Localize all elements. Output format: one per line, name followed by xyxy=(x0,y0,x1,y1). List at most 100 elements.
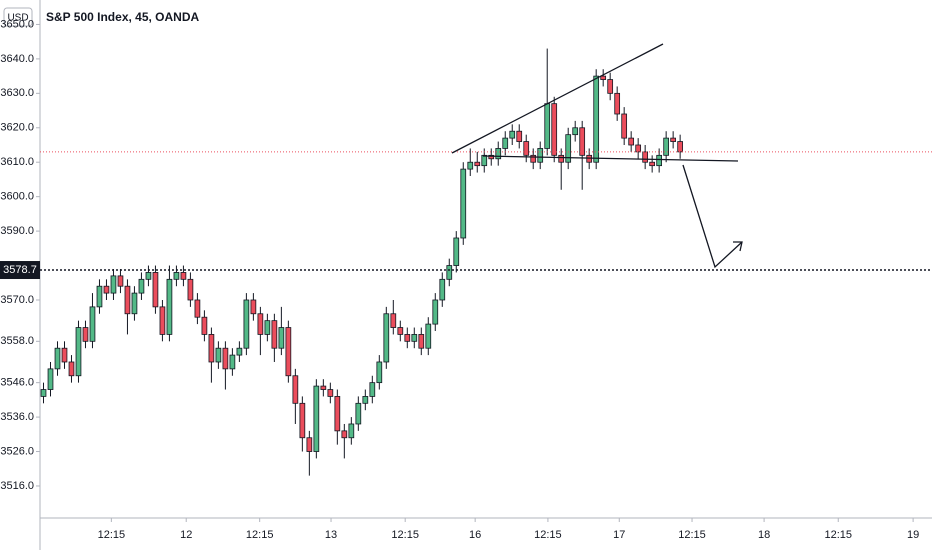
candle-body xyxy=(348,423,355,439)
candle-body xyxy=(530,154,537,163)
candle-body xyxy=(369,382,376,397)
y-tick-label: 3640.0 xyxy=(0,53,34,65)
candle-body xyxy=(593,75,600,163)
candle-body xyxy=(670,137,676,142)
candle-body xyxy=(446,265,453,280)
candle-body xyxy=(586,154,593,163)
candle-body xyxy=(649,161,656,167)
currency-label: USD xyxy=(7,13,28,24)
y-tick-label: 3590.0 xyxy=(0,225,34,237)
candle-body xyxy=(614,92,621,115)
candle-body xyxy=(327,389,334,397)
candle-body xyxy=(152,272,159,308)
support-line xyxy=(482,155,739,162)
candle-body xyxy=(313,385,320,452)
candle-body xyxy=(565,134,572,163)
drawings xyxy=(451,43,743,269)
candle-body xyxy=(453,237,460,266)
candle-body xyxy=(180,272,187,280)
candle-body xyxy=(320,385,327,390)
x-tick-label: 18 xyxy=(758,529,770,541)
trend-line xyxy=(451,43,664,154)
candle-body xyxy=(75,327,82,377)
candle-body xyxy=(229,354,236,370)
y-tick-label: 3620.0 xyxy=(0,122,34,134)
y-tick-label: 3570.0 xyxy=(0,294,34,306)
candle-body xyxy=(467,161,474,170)
candle-body xyxy=(621,113,628,139)
candle-body xyxy=(236,347,243,356)
candle-body xyxy=(411,334,418,342)
y-tick-label: 3536.0 xyxy=(0,411,34,423)
candle-body xyxy=(271,320,278,349)
candle-body xyxy=(103,285,110,294)
candle-body xyxy=(677,141,683,153)
candle-body xyxy=(334,396,341,432)
candle-body xyxy=(474,161,481,167)
candle-body xyxy=(40,389,47,397)
candle-body xyxy=(138,278,145,294)
candle-body xyxy=(460,168,467,239)
candle-body xyxy=(355,402,362,425)
candle-body xyxy=(558,154,565,163)
candle-body xyxy=(362,396,369,404)
candle-body xyxy=(187,278,194,301)
candle-body xyxy=(47,368,54,390)
candle-body xyxy=(61,347,68,363)
candle-body xyxy=(292,375,299,404)
candle-body xyxy=(544,103,551,149)
candle-body xyxy=(166,278,173,335)
candle-body xyxy=(607,79,614,94)
candle-body xyxy=(663,137,669,156)
candle-body xyxy=(418,334,425,349)
price-label-box xyxy=(0,261,40,280)
candle-body xyxy=(488,154,495,160)
y-tick-label: 3600.0 xyxy=(0,191,34,203)
candle-body xyxy=(495,148,502,160)
candle-body xyxy=(635,144,642,153)
candle-body xyxy=(68,361,75,377)
candle-body xyxy=(600,75,607,80)
arrow-head xyxy=(733,241,743,252)
candle-body xyxy=(502,137,509,149)
x-tick-label: 12:15 xyxy=(678,529,706,541)
candle-body xyxy=(376,361,383,384)
candle-body xyxy=(341,430,348,439)
x-tick-label: 12:15 xyxy=(824,529,852,541)
candle-body xyxy=(145,272,152,280)
x-tick-label: 12:15 xyxy=(246,529,274,541)
candle-body xyxy=(194,299,201,318)
candle-body xyxy=(117,275,124,287)
candle-body xyxy=(201,316,208,335)
candle-body xyxy=(173,272,180,280)
candle-body xyxy=(124,285,131,315)
candle-body xyxy=(404,334,411,342)
candle-body xyxy=(551,103,558,156)
x-tick-label: 12:15 xyxy=(98,529,126,541)
candle-body xyxy=(425,323,432,349)
projection-arrow xyxy=(682,164,743,269)
candle-body xyxy=(509,130,516,139)
candle-body xyxy=(642,151,649,163)
candle-body xyxy=(439,278,446,301)
candle-body xyxy=(96,285,103,308)
candle-body xyxy=(222,347,229,370)
x-tick-label: 12:15 xyxy=(534,529,562,541)
candle-body xyxy=(397,327,404,335)
currency-box xyxy=(3,7,33,27)
y-tick-label: 3526.0 xyxy=(0,445,34,457)
y-tick-label: 3516.0 xyxy=(0,480,34,492)
candle-body xyxy=(89,306,96,342)
candle-body xyxy=(579,127,586,156)
y-tick-label: 3650.0 xyxy=(0,18,34,30)
candle-body xyxy=(285,327,292,377)
candle-body xyxy=(432,299,439,325)
y-tick-label: 3558.0 xyxy=(0,335,34,347)
candle-body xyxy=(481,154,488,167)
x-tick-label: 17 xyxy=(613,529,625,541)
candle-body xyxy=(215,347,222,363)
x-tick-label: 16 xyxy=(469,529,481,541)
candle-body xyxy=(572,127,579,136)
x-tick-label: 13 xyxy=(325,529,337,541)
